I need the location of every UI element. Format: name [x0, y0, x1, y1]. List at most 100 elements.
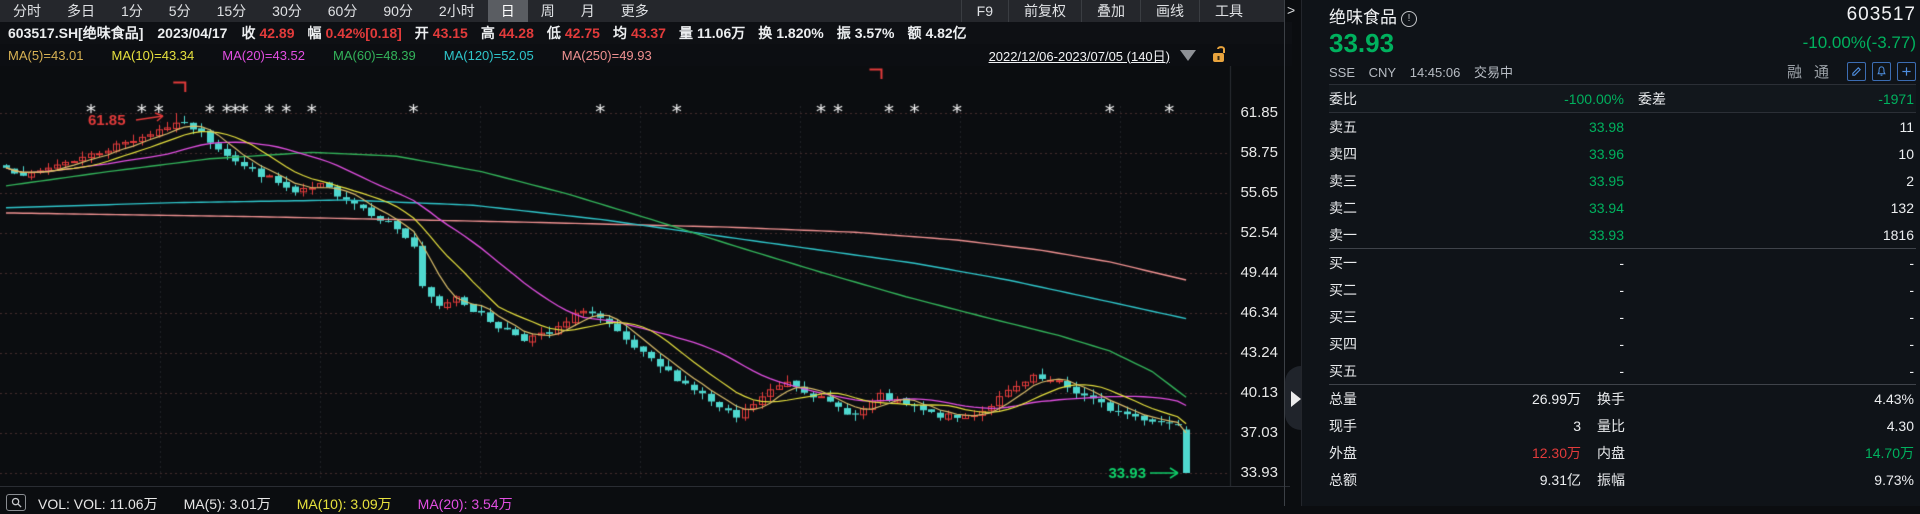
volume-legend-bar: VOL: VOL: 11.06万 MA(5): 3.01万 MA(10): 3.09…: [0, 486, 1290, 514]
stat-label: 总量: [1329, 390, 1357, 407]
ask-row-卖五[interactable]: 卖五 33.98 11: [1329, 113, 1916, 140]
book-level-label: 卖四: [1329, 145, 1357, 162]
period-tabs: 分时 多日 1分 5分 15分 30分 60分 90分 2小时日周 月 更多: [0, 0, 662, 22]
alert-bell-icon[interactable]: [1872, 61, 1891, 81]
tab-月[interactable]: 月: [580, 3, 595, 19]
y-axis-label: 43.24: [1240, 343, 1278, 361]
last-price: 33.93: [1329, 27, 1395, 58]
field-value: 42.89: [259, 25, 295, 41]
tab-2小时[interactable]: 2小时: [438, 3, 475, 19]
stat-value: 14.70万: [1864, 444, 1914, 461]
stat-value: 9.73%: [1874, 471, 1914, 488]
book-price: -: [1619, 335, 1624, 352]
quote-field: 开 43.15: [415, 23, 468, 43]
y-axis-label: 40.13: [1240, 384, 1278, 402]
tool-叠加[interactable]: 叠加: [1081, 0, 1140, 22]
tab-15分[interactable]: 15分: [216, 3, 247, 19]
tool-F9[interactable]: F9: [960, 0, 1008, 22]
field-label: 换: [758, 25, 773, 41]
tab-周[interactable]: 周: [540, 3, 555, 19]
badge-通: 通: [1813, 63, 1829, 81]
stat-label: 换手: [1597, 390, 1625, 407]
book-level-label: 买四: [1329, 335, 1357, 352]
tool-画线[interactable]: 画线: [1140, 0, 1199, 22]
bid-row-买二[interactable]: 买二 - -: [1329, 276, 1916, 303]
price-change: -10.00%(-3.77): [1802, 33, 1916, 52]
stat-value: 12.30万: [1531, 444, 1581, 461]
volume-legend-item: MA(20): 3.54万: [417, 496, 513, 512]
ma-legend-item: MA(250)=49.93: [561, 47, 652, 63]
ask-row-卖四[interactable]: 卖四 33.96 10: [1329, 140, 1916, 167]
stock-code: 603517: [1846, 4, 1916, 25]
stat-row: 现手 3 量比 4.30: [1329, 412, 1916, 439]
candlestick-chart[interactable]: [0, 66, 1284, 486]
y-axis-label: 58.75: [1240, 143, 1278, 161]
field-label: 均: [612, 25, 627, 41]
ask-row-卖一[interactable]: 卖一 33.93 1816: [1329, 221, 1916, 248]
volume-legend: VOL: VOL: 11.06万 MA(5): 3.01万 MA(10): 3.09…: [38, 494, 539, 514]
add-to-watchlist-icon[interactable]: [1897, 61, 1916, 81]
tool-工具[interactable]: 工具: [1199, 0, 1258, 22]
bid-row-买一[interactable]: 买一 - -: [1329, 249, 1916, 276]
margin-badges: 融通: [1787, 61, 1841, 82]
edit-icon[interactable]: [1847, 61, 1866, 81]
book-level-label: 买二: [1329, 281, 1357, 298]
stats-section: 总量 26.99万 换手 4.43% 现手 3 量比 4.30 外盘 12.30万 内盘 14.70万…: [1329, 384, 1916, 493]
price-row: 33.93 -10.00%(-3.77): [1329, 28, 1916, 58]
info-icon[interactable]: !: [1401, 10, 1417, 27]
bid-row-买三[interactable]: 买三 - -: [1329, 303, 1916, 330]
bid-row-买四[interactable]: 买四 - -: [1329, 330, 1916, 357]
weibi-label: 委比: [1329, 90, 1357, 107]
book-level-label: 买五: [1329, 362, 1357, 379]
exchange-label: SSE: [1329, 64, 1356, 80]
unlock-icon[interactable]: [1210, 45, 1228, 66]
book-qty: 11: [1899, 118, 1914, 135]
book-qty: 2: [1906, 172, 1914, 189]
tab-日[interactable]: 日: [487, 0, 528, 22]
stock-name: 绝味食品: [1329, 7, 1397, 27]
magnifier-icon[interactable]: [6, 494, 26, 511]
badge-融: 融: [1786, 63, 1802, 81]
chevron-down-icon[interactable]: [1180, 49, 1196, 61]
tab-1分[interactable]: 1分: [121, 3, 143, 19]
ma-legend-item: MA(120)=52.05: [443, 47, 534, 63]
bid-row-买五[interactable]: 买五 - -: [1329, 357, 1916, 384]
tab-5分[interactable]: 5分: [168, 3, 191, 19]
field-label: 幅: [307, 25, 322, 41]
field-value: 1.820%: [776, 25, 824, 41]
field-value: 11.06万: [696, 25, 746, 41]
y-axis-label: 37.03: [1240, 424, 1278, 442]
stat-label: 现手: [1329, 417, 1357, 434]
book-qty: -: [1909, 281, 1914, 298]
quote-field: 均 43.37: [613, 23, 666, 43]
tab-多日[interactable]: 多日: [67, 3, 95, 19]
tab-分时[interactable]: 分时: [13, 3, 41, 19]
tab-更多[interactable]: 更多: [620, 3, 649, 19]
field-label: 开: [414, 25, 429, 41]
field-value: 43.15: [432, 25, 468, 41]
meta-row: SSE CNY 14:45:06 交易中 融通: [1329, 58, 1916, 84]
quote-fields: 收 42.89 幅 0.42%[0.18] 开 43.15 高 44.28 低 42.75 均 43.…: [241, 23, 979, 43]
ask-row-卖三[interactable]: 卖三 33.95 2: [1329, 167, 1916, 194]
tab-90分[interactable]: 90分: [383, 3, 413, 19]
toolbar-tools: F9 前复权 叠加 画线 工具: [960, 0, 1284, 22]
stat-label: 外盘: [1329, 444, 1357, 461]
collapse-panel-button[interactable]: >: [1287, 2, 1296, 18]
ma-legend-item: MA(10)=43.34: [111, 47, 195, 63]
expand-arrow-icon[interactable]: [1291, 391, 1301, 407]
tab-30分[interactable]: 30分: [272, 3, 302, 19]
y-axis-label: 33.93: [1240, 464, 1278, 481]
date-range-label[interactable]: 2022/12/06-2023/07/05 (140日): [988, 48, 1170, 64]
book-level-label: 买一: [1329, 254, 1357, 271]
stat-value: 3: [1573, 417, 1581, 434]
stat-value: 9.31亿: [1539, 471, 1581, 488]
y-axis-label: 55.65: [1240, 183, 1278, 201]
tab-60分[interactable]: 60分: [327, 3, 358, 19]
tool-前复权[interactable]: 前复权: [1008, 0, 1081, 22]
period-tab-bar: 分时 多日 1分 5分 15分 30分 60分 90分 2小时日周 月 更多 F9 前复权 叠加 画线 工具: [0, 0, 1284, 22]
field-label: 收: [241, 25, 256, 41]
date-range-selector[interactable]: 2022/12/06-2023/07/05 (140日): [989, 45, 1292, 66]
trading-status: 交易中: [1473, 64, 1513, 80]
ask-row-卖二[interactable]: 卖二 33.94 132: [1329, 194, 1916, 221]
